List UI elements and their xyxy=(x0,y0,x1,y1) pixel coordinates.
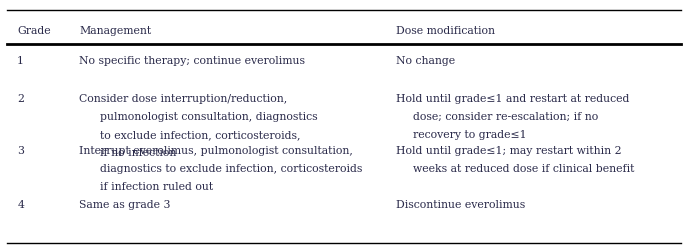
Text: Interrupt everolimus, pulmonologist consultation,: Interrupt everolimus, pulmonologist cons… xyxy=(79,146,353,156)
Text: Hold until grade≤1; may restart within 2: Hold until grade≤1; may restart within 2 xyxy=(396,146,621,156)
Text: 3: 3 xyxy=(17,146,24,156)
Text: if infection ruled out: if infection ruled out xyxy=(100,182,213,192)
Text: Hold until grade≤1 and restart at reduced: Hold until grade≤1 and restart at reduce… xyxy=(396,94,629,104)
Text: diagnostics to exclude infection, corticosteroids: diagnostics to exclude infection, cortic… xyxy=(100,164,362,174)
Text: pulmonologist consultation, diagnostics: pulmonologist consultation, diagnostics xyxy=(100,112,317,122)
Text: 1: 1 xyxy=(17,56,24,66)
Text: Dose modification: Dose modification xyxy=(396,26,495,36)
Text: weeks at reduced dose if clinical benefit: weeks at reduced dose if clinical benefi… xyxy=(413,164,634,174)
Text: Grade: Grade xyxy=(17,26,51,36)
Text: Consider dose interruption/reduction,: Consider dose interruption/reduction, xyxy=(79,94,288,104)
Text: Same as grade 3: Same as grade 3 xyxy=(79,200,171,210)
Text: recovery to grade≤1: recovery to grade≤1 xyxy=(413,130,526,140)
Text: dose; consider re-escalation; if no: dose; consider re-escalation; if no xyxy=(413,112,598,122)
Text: No specific therapy; continue everolimus: No specific therapy; continue everolimus xyxy=(79,56,305,66)
Text: No change: No change xyxy=(396,56,455,66)
Text: if no infection: if no infection xyxy=(100,148,176,158)
Text: Discontinue everolimus: Discontinue everolimus xyxy=(396,200,525,210)
Text: Management: Management xyxy=(79,26,151,36)
Text: to exclude infection, corticosteroids,: to exclude infection, corticosteroids, xyxy=(100,130,300,140)
Text: 2: 2 xyxy=(17,94,24,104)
Text: 4: 4 xyxy=(17,200,24,210)
